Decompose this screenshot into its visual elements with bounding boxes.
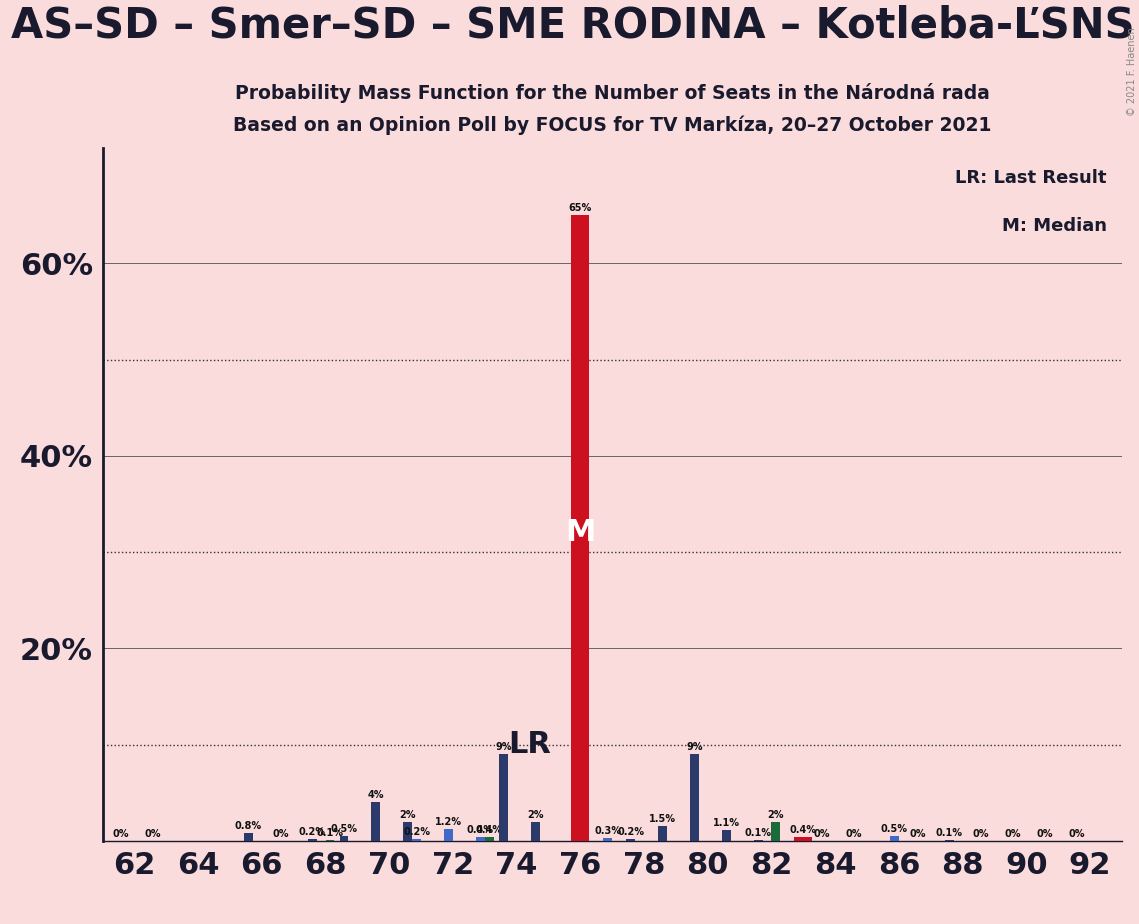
Text: 0.4%: 0.4% [476,825,502,835]
Bar [531,821,540,841]
Text: 0%: 0% [1005,829,1022,839]
Text: 0.2%: 0.2% [617,827,645,837]
Bar [326,840,335,841]
Bar [308,839,317,841]
Bar [722,831,731,841]
Text: 0%: 0% [973,829,990,839]
Bar [890,836,899,841]
Text: 0%: 0% [909,829,926,839]
Bar [658,826,667,841]
Text: 9%: 9% [686,742,703,752]
Bar [604,838,613,841]
Text: 1.1%: 1.1% [713,819,739,828]
Bar [754,840,763,841]
Bar [371,802,380,841]
Title: Probability Mass Function for the Number of Seats in the Národná rada
Based on a: Probability Mass Function for the Number… [233,83,991,135]
Text: 2%: 2% [400,809,416,820]
Text: 0.1%: 0.1% [745,828,771,838]
Text: 0.8%: 0.8% [235,821,262,832]
Text: 0.2%: 0.2% [298,827,326,837]
Text: 65%: 65% [568,203,592,213]
Text: 0.3%: 0.3% [595,826,621,836]
Bar [485,837,493,841]
Text: 0.5%: 0.5% [880,824,908,834]
Text: M: Median: M: Median [1001,217,1107,235]
Text: 1.2%: 1.2% [435,818,462,827]
Text: 1.5%: 1.5% [649,814,677,824]
Text: 0.5%: 0.5% [330,824,358,834]
Bar [444,830,453,841]
Text: M: M [565,518,596,547]
Bar [499,754,508,841]
Bar [626,839,636,841]
Bar [476,837,485,841]
Text: 4%: 4% [368,790,384,800]
Text: 0.4%: 0.4% [789,825,817,835]
Text: 0%: 0% [1068,829,1085,839]
Text: 0%: 0% [145,829,161,839]
Bar [412,839,421,841]
Text: 0%: 0% [1036,829,1054,839]
Text: 0.1%: 0.1% [317,828,344,838]
Text: © 2021 F. Haenen: © 2021 F. Haenen [1126,28,1137,116]
Text: 0%: 0% [845,829,862,839]
Text: 0.2%: 0.2% [403,827,431,837]
Bar [771,821,780,841]
Text: 0%: 0% [272,829,288,839]
Text: 0%: 0% [813,829,830,839]
Text: 0%: 0% [113,829,129,839]
Text: 0.1%: 0.1% [936,828,962,838]
Bar [339,836,349,841]
Bar [944,840,953,841]
Bar [794,837,812,841]
Text: LR: LR [508,730,551,759]
Bar [572,215,589,841]
Bar [690,754,699,841]
Text: 0.4%: 0.4% [467,825,494,835]
Text: 2%: 2% [527,809,543,820]
Bar [244,833,253,841]
Text: 9%: 9% [495,742,511,752]
Text: AS–SD – Smer–SD – SME RODINA – Kotleba-ĽSNS – S: AS–SD – Smer–SD – SME RODINA – Kotleba-Ľ… [11,5,1139,46]
Text: LR: Last Result: LR: Last Result [956,168,1107,187]
Text: 2%: 2% [768,809,785,820]
Bar [403,821,412,841]
